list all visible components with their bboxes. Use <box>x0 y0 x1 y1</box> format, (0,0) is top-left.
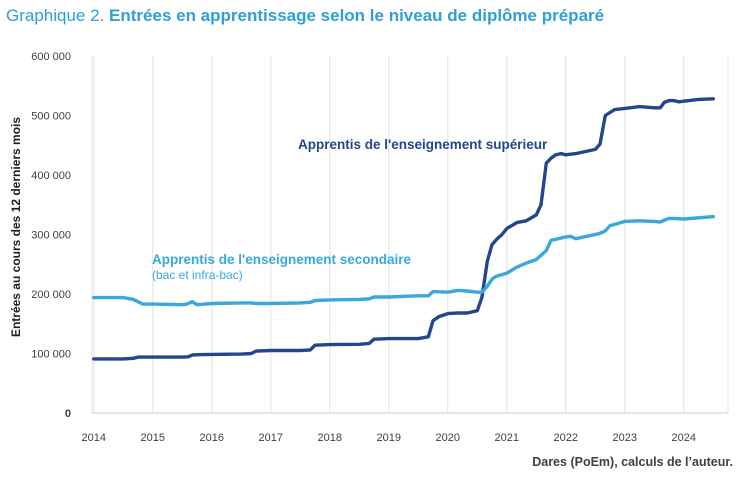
x-tick-label: 2016 <box>200 432 224 444</box>
y-tick-label: 0 <box>65 408 71 420</box>
x-tick-label: 2018 <box>318 432 342 444</box>
annotation-secondaire: Apprentis de l'enseignement secondaire <box>152 252 412 267</box>
chart-title-main: Entrées en apprentissage selon le niveau… <box>109 6 605 25</box>
annotation-superieur: Apprentis de l'enseignement supérieur <box>298 137 548 152</box>
chart-title: Graphique 2. Entrées en apprentissage se… <box>6 6 604 26</box>
x-tick-label: 2022 <box>554 432 578 444</box>
y-tick-label: 600 000 <box>31 51 71 63</box>
y-axis-label: Entrées au cours des 12 derniers mois <box>9 117 23 337</box>
series-line-superieur <box>92 97 715 361</box>
series-line-secondaire <box>92 214 715 307</box>
series-lines <box>92 97 715 361</box>
x-axis-ticks: 2014 2015 2016 2017 2018 2019 2020 2021 2022 2023… <box>82 432 696 444</box>
x-tick-label: 2019 <box>377 432 401 444</box>
chart-title-prefix: Graphique 2. <box>6 6 105 25</box>
source-note: Dares (PoEm), calculs de l’auteur. <box>532 455 733 469</box>
y-tick-label: 400 000 <box>31 170 71 182</box>
x-tick-label: 2023 <box>613 432 637 444</box>
x-tick-label: 2021 <box>495 432 519 444</box>
y-tick-label: 200 000 <box>31 289 71 301</box>
y-tick-label: 500 000 <box>31 111 71 123</box>
x-tick-label: 2020 <box>436 432 460 444</box>
x-tick-label: 2014 <box>82 432 106 444</box>
x-tick-label: 2024 <box>672 432 696 444</box>
annotations: Apprentis de l'enseignement supérieur Ap… <box>152 137 548 282</box>
grid-lines <box>91 56 729 414</box>
y-tick-label: 300 000 <box>31 230 71 242</box>
annotation-secondaire-sub: (bac et infra-bac) <box>152 268 243 282</box>
x-tick-label: 2015 <box>141 432 165 444</box>
y-tick-label: 100 000 <box>31 349 71 361</box>
y-axis-ticks: 0 100 000 200 000 300 000 400 000 500 000 600 … <box>31 51 71 420</box>
x-tick-label: 2017 <box>259 432 283 444</box>
